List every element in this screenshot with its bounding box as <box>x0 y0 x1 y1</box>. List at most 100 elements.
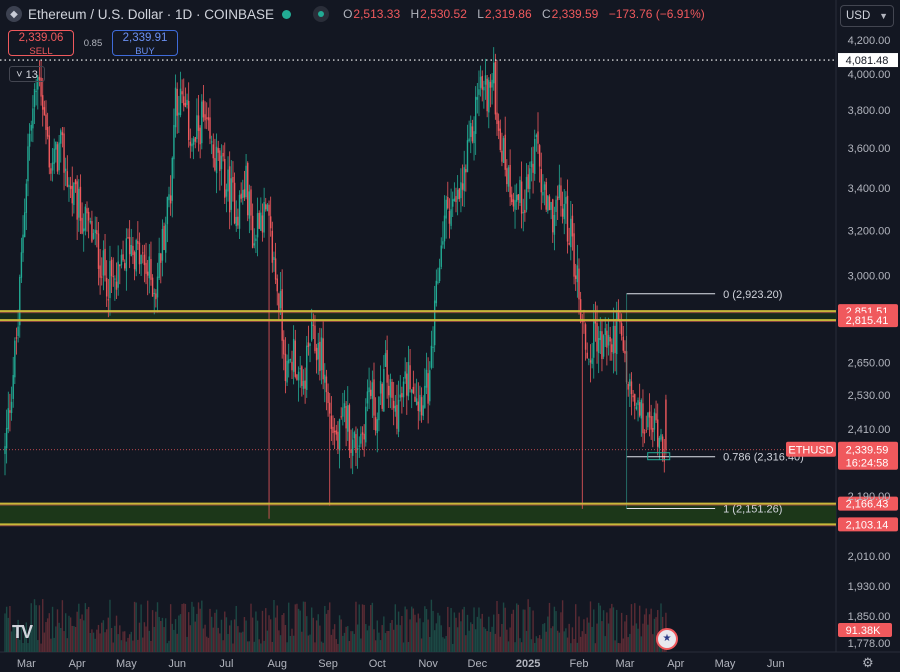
candle-body <box>512 199 515 207</box>
volume-bar <box>524 609 526 652</box>
candle-body <box>71 185 73 204</box>
volume-bar <box>12 624 14 652</box>
candle-body <box>381 383 383 409</box>
candle-body <box>161 228 164 261</box>
volume-bar <box>286 642 288 652</box>
currency-select[interactable]: USD ▼ <box>840 5 894 27</box>
volume-bar <box>622 638 624 652</box>
volume-bar <box>363 604 365 652</box>
candle-body <box>463 167 465 192</box>
eye-icon[interactable] <box>313 6 330 22</box>
candle-body <box>578 268 580 300</box>
candle-body <box>224 158 226 198</box>
candle-body <box>366 391 369 404</box>
volume-bar <box>453 612 456 652</box>
candle-body <box>573 233 575 277</box>
volume-bar <box>381 625 383 652</box>
volume-bar <box>519 638 521 652</box>
sell-button[interactable]: 2,339.06 SELL <box>8 30 74 57</box>
volume-bar <box>237 626 239 652</box>
volume-bar <box>370 605 372 652</box>
volume-bar <box>422 622 424 652</box>
candle-body <box>281 289 283 341</box>
volume-bar <box>315 620 318 652</box>
volume-bar <box>652 634 654 652</box>
volume-bar <box>530 639 533 652</box>
volume-bar <box>330 634 333 652</box>
volume-bar <box>325 613 328 652</box>
level-price-tag <box>838 53 898 68</box>
buy-button[interactable]: 2,339.91 BUY <box>112 30 178 57</box>
candle-body <box>96 230 98 235</box>
volume-bar <box>15 633 18 652</box>
volume-bars <box>4 599 667 652</box>
candle-body <box>15 337 18 339</box>
us-flag-icon[interactable]: ★ <box>656 628 678 650</box>
candle-body <box>78 188 80 218</box>
candle-body <box>189 141 192 146</box>
candle-body <box>260 212 262 231</box>
last-price-tag <box>838 441 898 470</box>
candle-body <box>642 403 644 434</box>
gear-icon[interactable]: ⚙ <box>862 655 874 670</box>
volume-bar <box>181 603 183 652</box>
volume-bar <box>579 636 582 652</box>
volume-bar <box>256 620 259 652</box>
volume-bar <box>179 614 182 652</box>
indicators-collapse-button[interactable]: ˅ 13 <box>9 66 45 82</box>
candle-body <box>411 389 413 393</box>
volume-bar <box>617 642 620 652</box>
candle-body <box>192 138 195 145</box>
volume-bar <box>283 613 285 652</box>
candle-body <box>178 112 180 116</box>
candle-body <box>10 401 13 414</box>
high-value: 2,530.52 <box>420 7 467 21</box>
candle-body <box>255 238 257 241</box>
volume-bar <box>634 603 636 652</box>
candle-body <box>374 417 377 431</box>
candle-body <box>333 430 336 433</box>
price-axis-tick: 3,800.00 <box>848 105 891 117</box>
volume-bar <box>342 635 344 652</box>
volume-bar <box>261 610 264 652</box>
candle-body <box>117 261 119 288</box>
candle-body <box>197 115 200 131</box>
candle-body <box>658 437 661 449</box>
volume-bar <box>358 604 360 652</box>
candle-body <box>181 91 183 95</box>
volume-bar <box>207 637 210 652</box>
volume-bar <box>458 612 460 652</box>
volume-bar <box>314 642 316 652</box>
tradingview-logo-icon[interactable]: TV <box>12 622 33 642</box>
candle-body <box>663 456 665 462</box>
time-axis-tick: Apr <box>69 658 86 670</box>
volume-bar <box>194 621 196 652</box>
candle-body <box>609 336 611 342</box>
volume-bar <box>509 627 511 652</box>
candle-body <box>373 379 375 416</box>
candle-body <box>310 321 313 341</box>
candle-body <box>597 337 600 354</box>
symbol-title[interactable]: Ethereum / U.S. Dollar · 1D · COINBASE <box>28 6 275 22</box>
candle-body <box>548 196 551 211</box>
sell-price: 2,339.06 <box>18 32 64 44</box>
candle-body <box>204 114 206 121</box>
volume-bar <box>240 632 242 652</box>
candle-body <box>419 394 421 412</box>
volume-bar <box>476 616 479 652</box>
candle-body <box>286 360 288 383</box>
candle-body <box>101 276 103 278</box>
price-axis-tick: 3,400.00 <box>848 183 891 195</box>
volume-bar <box>379 640 382 652</box>
volume-bar <box>442 637 444 652</box>
level-price-tag <box>838 313 898 328</box>
volume-bar <box>38 605 41 652</box>
candle-body <box>69 185 72 189</box>
zone-band <box>0 503 836 525</box>
volume-bar <box>532 610 534 652</box>
candle-body <box>537 131 539 144</box>
volume-bar <box>25 622 28 652</box>
volume-bar <box>184 603 187 652</box>
level-price-tag <box>838 496 898 511</box>
